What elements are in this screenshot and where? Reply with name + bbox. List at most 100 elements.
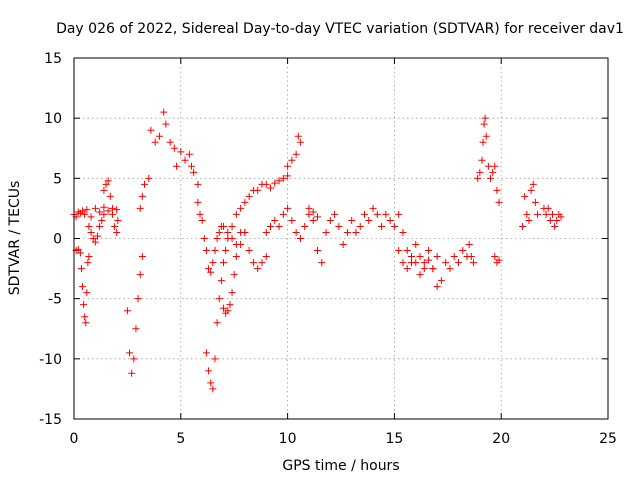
data-point [279,174,287,182]
data-point [79,283,87,291]
data-point [360,210,368,218]
data-point [128,369,136,377]
x-tick-label: 20 [492,431,510,447]
series-arc-h [202,172,292,393]
data-point [196,210,204,218]
data-point [113,206,121,214]
data-point [288,156,296,164]
series-arc-d [100,177,122,236]
data-point [173,162,181,170]
data-point [305,210,313,218]
data-point [228,222,236,230]
series-arc-j [262,204,322,242]
data-point [523,210,531,218]
data-point [356,222,364,230]
data-point [294,132,302,140]
data-point [209,259,217,267]
data-point [202,247,210,255]
data-point [476,168,484,176]
data-point [130,355,138,363]
series-arc-f [136,108,202,212]
data-point [309,216,317,224]
data-point [194,198,202,206]
data-point [292,228,300,236]
data-point [254,265,262,273]
data-point [420,259,428,267]
data-point [275,222,283,230]
data-point [76,249,84,257]
data-point [331,210,339,218]
data-point [104,207,112,215]
data-point [301,222,309,230]
data-point [403,247,411,255]
data-point [529,180,537,188]
data-point [262,180,270,188]
series-arc-m [395,247,441,291]
x-tick-label: 0 [70,431,79,447]
data-point [207,268,215,276]
data-point [254,186,262,194]
series-arc-g [194,198,270,276]
data-point [407,253,415,261]
data-point [211,355,219,363]
data-point [151,138,159,146]
data-point [185,150,193,158]
x-tick-label: 5 [176,431,185,447]
data-point [87,228,95,236]
data-point [138,192,146,200]
data-point [399,259,407,267]
data-point [81,210,89,218]
data-point [224,307,232,315]
data-point [194,180,202,188]
data-point [365,216,373,224]
data-point [553,216,561,224]
data-point [491,162,499,170]
data-point [162,120,170,128]
data-point [237,204,245,212]
data-point [429,265,437,273]
data-point [412,259,420,267]
data-point [352,228,360,236]
data-point [484,162,492,170]
series-arc-c [85,210,108,246]
data-point [279,210,287,218]
series-arc-e [123,253,146,377]
data-point [82,319,90,327]
data-point [211,247,219,255]
data-point [495,198,503,206]
y-tick-label: 0 [53,232,62,248]
data-point [136,271,144,279]
data-point [481,114,489,122]
data-point [322,228,330,236]
data-point [114,216,122,224]
data-point [237,241,245,249]
data-point [480,120,488,128]
data-point [96,222,104,230]
data-point [258,259,266,267]
data-point [467,253,475,261]
data-point [390,222,398,230]
data-point [232,210,240,218]
data-point [155,132,163,140]
data-point [230,271,238,279]
data-point [267,222,275,230]
data-point [220,304,228,312]
data-point [527,186,535,194]
data-point [521,192,529,200]
data-point [348,216,356,224]
data-point [416,271,424,279]
data-point [369,204,377,212]
data-point [140,180,148,188]
data-point [166,138,174,146]
data-point [232,253,240,261]
chart-title: Day 026 of 2022, Sidereal Day-to-day VTE… [56,21,624,37]
data-point [314,247,322,255]
data-point [136,204,144,212]
data-point [207,379,215,387]
y-tick-label: -10 [39,352,62,368]
data-point [309,208,317,216]
data-point [314,213,322,221]
data-point [245,247,253,255]
data-marks [70,108,565,393]
